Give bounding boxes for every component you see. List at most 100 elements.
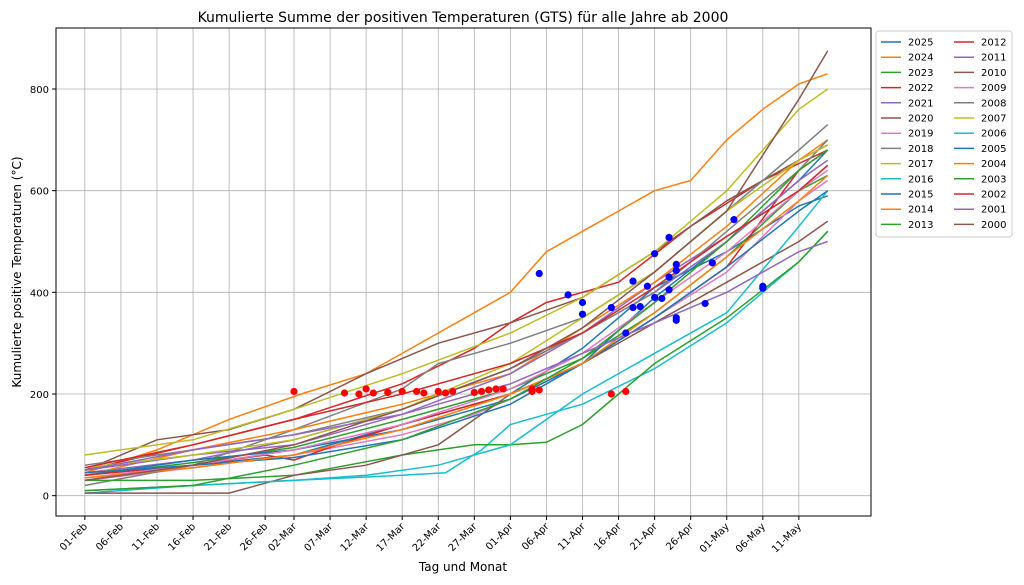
- series-line-2006: [84, 190, 829, 492]
- legend-label-2022: 2022: [908, 83, 933, 94]
- red-marker: [384, 388, 392, 397]
- blue-marker: [672, 266, 680, 275]
- x-tick-label: 11-May: [770, 521, 804, 555]
- red-marker: [622, 387, 630, 396]
- legend-label-2020: 2020: [908, 114, 933, 125]
- x-tick-label: 26-Apr: [664, 521, 696, 553]
- blue-marker: [759, 284, 767, 292]
- series-line-2020: [84, 144, 829, 471]
- x-tick-label: 22-Mar: [411, 521, 444, 554]
- red-marker: [535, 386, 543, 394]
- x-tick-label: 01-May: [698, 521, 732, 555]
- legend-label-2009: 2009: [981, 83, 1006, 94]
- series-line-2019: [84, 179, 829, 482]
- blue-marker: [636, 302, 644, 311]
- x-tick-label: 06-Feb: [94, 521, 126, 553]
- x-tick-label: 17-Mar: [375, 521, 408, 554]
- red-marker: [492, 385, 500, 393]
- x-tick-label: 06-Apr: [520, 521, 552, 553]
- blue-marker: [730, 216, 738, 224]
- x-tick-label: 12-Mar: [339, 521, 372, 554]
- red-marker: [449, 387, 457, 396]
- blue-marker: [651, 293, 659, 302]
- legend-label-2003: 2003: [981, 174, 1006, 185]
- red-marker: [528, 385, 536, 393]
- x-tick-label: 01-Apr: [484, 521, 516, 553]
- legend-label-2025: 2025: [908, 38, 933, 49]
- series-line-2003: [84, 149, 829, 492]
- blue-marker: [578, 298, 587, 307]
- series-line-2013: [84, 230, 829, 482]
- legend-label-2004: 2004: [981, 159, 1006, 170]
- x-tick-label: 07-Mar: [303, 521, 336, 554]
- series-line-2010: [84, 220, 829, 494]
- series-line-2017: [84, 88, 829, 456]
- x-tick-label: 11-Apr: [556, 521, 588, 553]
- legend-label-2023: 2023: [908, 68, 933, 79]
- red-marker: [607, 390, 615, 398]
- legend-label-2000: 2000: [981, 220, 1006, 231]
- legend-label-2014: 2014: [908, 205, 933, 216]
- grid-lines: [56, 28, 871, 516]
- red-marker: [369, 389, 377, 397]
- series-lines: [84, 50, 829, 494]
- blue-marker: [672, 314, 680, 322]
- blue-marker: [665, 273, 673, 281]
- red-marker: [499, 385, 507, 393]
- legend-label-2002: 2002: [981, 190, 1006, 201]
- legend-label-2019: 2019: [908, 129, 933, 140]
- blue-marker: [607, 303, 615, 312]
- x-tick-label: 26-Feb: [238, 521, 270, 553]
- blue-marker: [658, 294, 666, 303]
- plot-frame: [55, 27, 872, 517]
- chart-title: Kumulierte Summe der positiven Temperatu…: [198, 10, 729, 26]
- x-tick-label: 27-Mar: [447, 521, 480, 554]
- blue-marker: [643, 282, 652, 290]
- y-tick-label: 0: [43, 492, 49, 503]
- x-tick-label: 11-Feb: [130, 521, 162, 553]
- legend-label-2010: 2010: [981, 68, 1006, 79]
- legend-label-2007: 2007: [981, 114, 1006, 125]
- red-marker: [340, 389, 349, 397]
- red-marker: [420, 389, 428, 397]
- series-line-2008: [84, 139, 829, 466]
- red-marker: [398, 387, 406, 396]
- y-axis-label: Kumulierte positive Temperaturen (°C): [10, 156, 24, 387]
- blue-marker: [665, 233, 673, 242]
- x-tick-label: 21-Apr: [628, 521, 660, 553]
- legend-label-2024: 2024: [908, 53, 933, 64]
- y-tick-label: 200: [30, 390, 49, 401]
- blue-marker: [651, 250, 659, 258]
- legend-label-2012: 2012: [981, 38, 1006, 49]
- series-line-2011: [84, 159, 829, 472]
- x-tick-label: 21-Feb: [202, 521, 234, 553]
- y-axis-ticks: 0 200 400 600 800: [30, 85, 56, 503]
- legend-label-2021: 2021: [908, 98, 933, 109]
- legend-box: [875, 30, 1013, 238]
- blue-marker: [578, 310, 587, 318]
- red-marker: [470, 388, 478, 397]
- series-line-2018: [84, 124, 829, 487]
- series-line-2000: [84, 50, 829, 482]
- x-tick-label: 16-Apr: [592, 521, 624, 553]
- x-tick-label: 16-Feb: [166, 521, 198, 553]
- series-line-2009: [84, 169, 829, 479]
- series-line-2007: [84, 144, 829, 469]
- blue-marker: [708, 259, 716, 267]
- red-marker: [434, 387, 442, 396]
- blue-marker: [665, 286, 673, 294]
- red-marker: [485, 386, 493, 394]
- x-tick-label: 01-Feb: [58, 521, 90, 553]
- legend-label-2018: 2018: [908, 144, 933, 155]
- blue-marker: [672, 260, 680, 268]
- legend-label-2016: 2016: [908, 174, 933, 185]
- x-axis-label: Tag und Monat: [418, 560, 507, 574]
- y-tick-label: 400: [30, 288, 49, 299]
- series-line-2014: [84, 139, 829, 477]
- blue-marker: [564, 291, 572, 299]
- x-tick-label: 06-May: [734, 521, 768, 555]
- y-tick-label: 600: [30, 187, 49, 198]
- legend: 2025 2024 2023 2022 2021 2020 2019 2018 2017 2016…: [875, 30, 1013, 238]
- blue-marker: [629, 277, 637, 285]
- x-tick-label: 02-Mar: [266, 521, 299, 554]
